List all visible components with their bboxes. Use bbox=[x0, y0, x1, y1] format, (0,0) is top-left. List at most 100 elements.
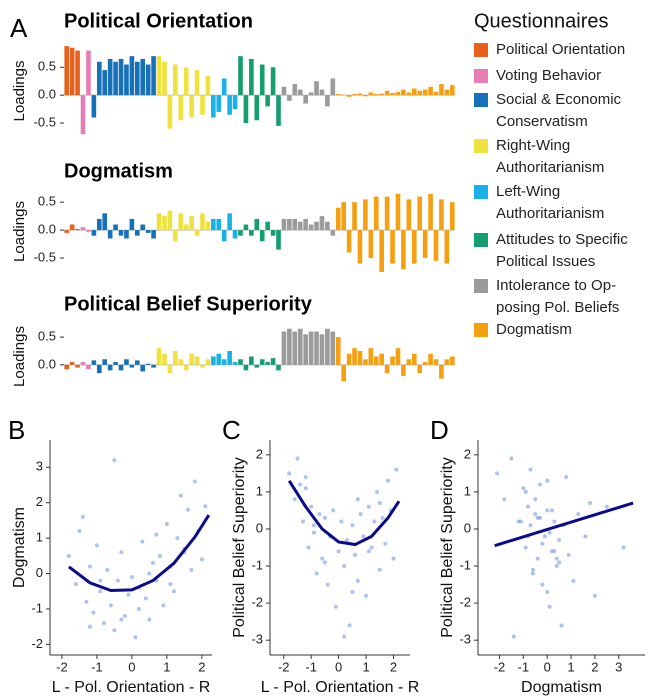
point bbox=[566, 552, 571, 557]
x-tick-label: -1 bbox=[91, 659, 103, 674]
bar bbox=[183, 224, 189, 231]
bar bbox=[232, 230, 238, 239]
bar bbox=[444, 359, 450, 365]
bar bbox=[216, 218, 222, 231]
bar bbox=[319, 216, 325, 231]
bar bbox=[238, 56, 243, 96]
point bbox=[133, 635, 138, 640]
y-tick-label: -2 bbox=[31, 636, 43, 651]
bar bbox=[335, 94, 341, 96]
bar bbox=[86, 50, 91, 96]
y-axis-label: Loadings bbox=[11, 201, 28, 262]
bar bbox=[129, 218, 135, 231]
x-tick-label: 2 bbox=[198, 659, 205, 674]
bar bbox=[96, 218, 102, 231]
point bbox=[105, 567, 110, 572]
bar bbox=[259, 230, 265, 242]
y-axis-label: Political Belief Superiority bbox=[439, 457, 456, 638]
bar bbox=[140, 58, 146, 96]
point bbox=[122, 614, 127, 619]
bar bbox=[200, 95, 205, 115]
bar bbox=[118, 230, 124, 236]
bar bbox=[173, 230, 178, 242]
bar bbox=[86, 364, 91, 370]
legend-swatch bbox=[474, 139, 488, 153]
bar bbox=[194, 70, 200, 96]
point bbox=[366, 549, 371, 554]
bar bbox=[325, 95, 330, 107]
bar bbox=[205, 75, 211, 96]
bar bbox=[167, 210, 173, 231]
bar bbox=[194, 356, 200, 365]
legend-label: Attitudes to Specific Political Issues bbox=[496, 231, 628, 270]
point bbox=[358, 512, 363, 517]
legend-label: Political Orientation bbox=[496, 41, 625, 58]
bar bbox=[205, 221, 211, 231]
bar bbox=[205, 359, 211, 365]
y-tick-label: 0.5 bbox=[38, 329, 56, 344]
point bbox=[557, 538, 562, 543]
x-tick-label: 0 bbox=[128, 659, 135, 674]
point bbox=[377, 501, 382, 506]
bar bbox=[178, 95, 184, 121]
y-axis-label: Dogmatism bbox=[11, 507, 28, 588]
point bbox=[535, 556, 540, 561]
y-axis-label: Loadings bbox=[11, 61, 28, 122]
bar bbox=[221, 78, 227, 96]
bar bbox=[379, 230, 385, 272]
point bbox=[571, 578, 576, 583]
bar bbox=[238, 230, 243, 236]
point bbox=[528, 467, 533, 472]
x-tick-label: -2 bbox=[278, 659, 290, 674]
bar bbox=[173, 350, 178, 365]
bar bbox=[352, 94, 357, 96]
y-tick-label: -1 bbox=[251, 557, 263, 572]
y-tick-label: -2 bbox=[251, 595, 263, 610]
point bbox=[303, 486, 308, 491]
point bbox=[559, 623, 564, 628]
bar bbox=[428, 86, 433, 96]
y-tick-label: 0.0 bbox=[38, 87, 56, 102]
bar bbox=[341, 94, 346, 96]
fit-line bbox=[287, 479, 401, 547]
bar bbox=[357, 230, 363, 264]
y-axis-label: Political Belief Superiority bbox=[231, 457, 248, 638]
bar bbox=[325, 328, 330, 365]
point bbox=[592, 593, 597, 598]
bar bbox=[102, 70, 108, 96]
point bbox=[140, 539, 145, 544]
bar bbox=[379, 93, 385, 96]
bar bbox=[319, 334, 325, 365]
y-tick-label: -1 bbox=[31, 600, 43, 615]
bar bbox=[395, 348, 401, 365]
bar bbox=[167, 364, 173, 374]
bar bbox=[357, 93, 363, 96]
y-tick-label: 1 bbox=[256, 483, 263, 498]
bar bbox=[211, 356, 216, 365]
y-tick-label: 0 bbox=[464, 520, 471, 535]
point bbox=[287, 471, 292, 476]
bar bbox=[292, 218, 298, 231]
point bbox=[552, 549, 557, 554]
bar bbox=[308, 224, 314, 231]
point bbox=[533, 512, 538, 517]
bar bbox=[113, 61, 118, 96]
point bbox=[502, 497, 507, 502]
x-tick-label: -2 bbox=[56, 659, 68, 674]
legend-title: Questionnaires bbox=[474, 10, 609, 32]
bar bbox=[238, 359, 243, 365]
bar bbox=[69, 224, 75, 231]
point bbox=[355, 578, 360, 583]
bar bbox=[303, 218, 308, 231]
point bbox=[322, 560, 327, 565]
bar bbox=[281, 218, 287, 231]
y-tick-label: 0 bbox=[256, 520, 263, 535]
y-tick-label: -3 bbox=[251, 632, 263, 647]
bar bbox=[64, 46, 70, 96]
bar bbox=[227, 350, 232, 365]
x-axis-label: Dogmatism bbox=[521, 679, 602, 696]
point bbox=[347, 623, 352, 628]
bar bbox=[189, 95, 194, 118]
legend-label: Left-Wing Authoritarianism bbox=[496, 183, 604, 222]
bar bbox=[406, 199, 412, 231]
